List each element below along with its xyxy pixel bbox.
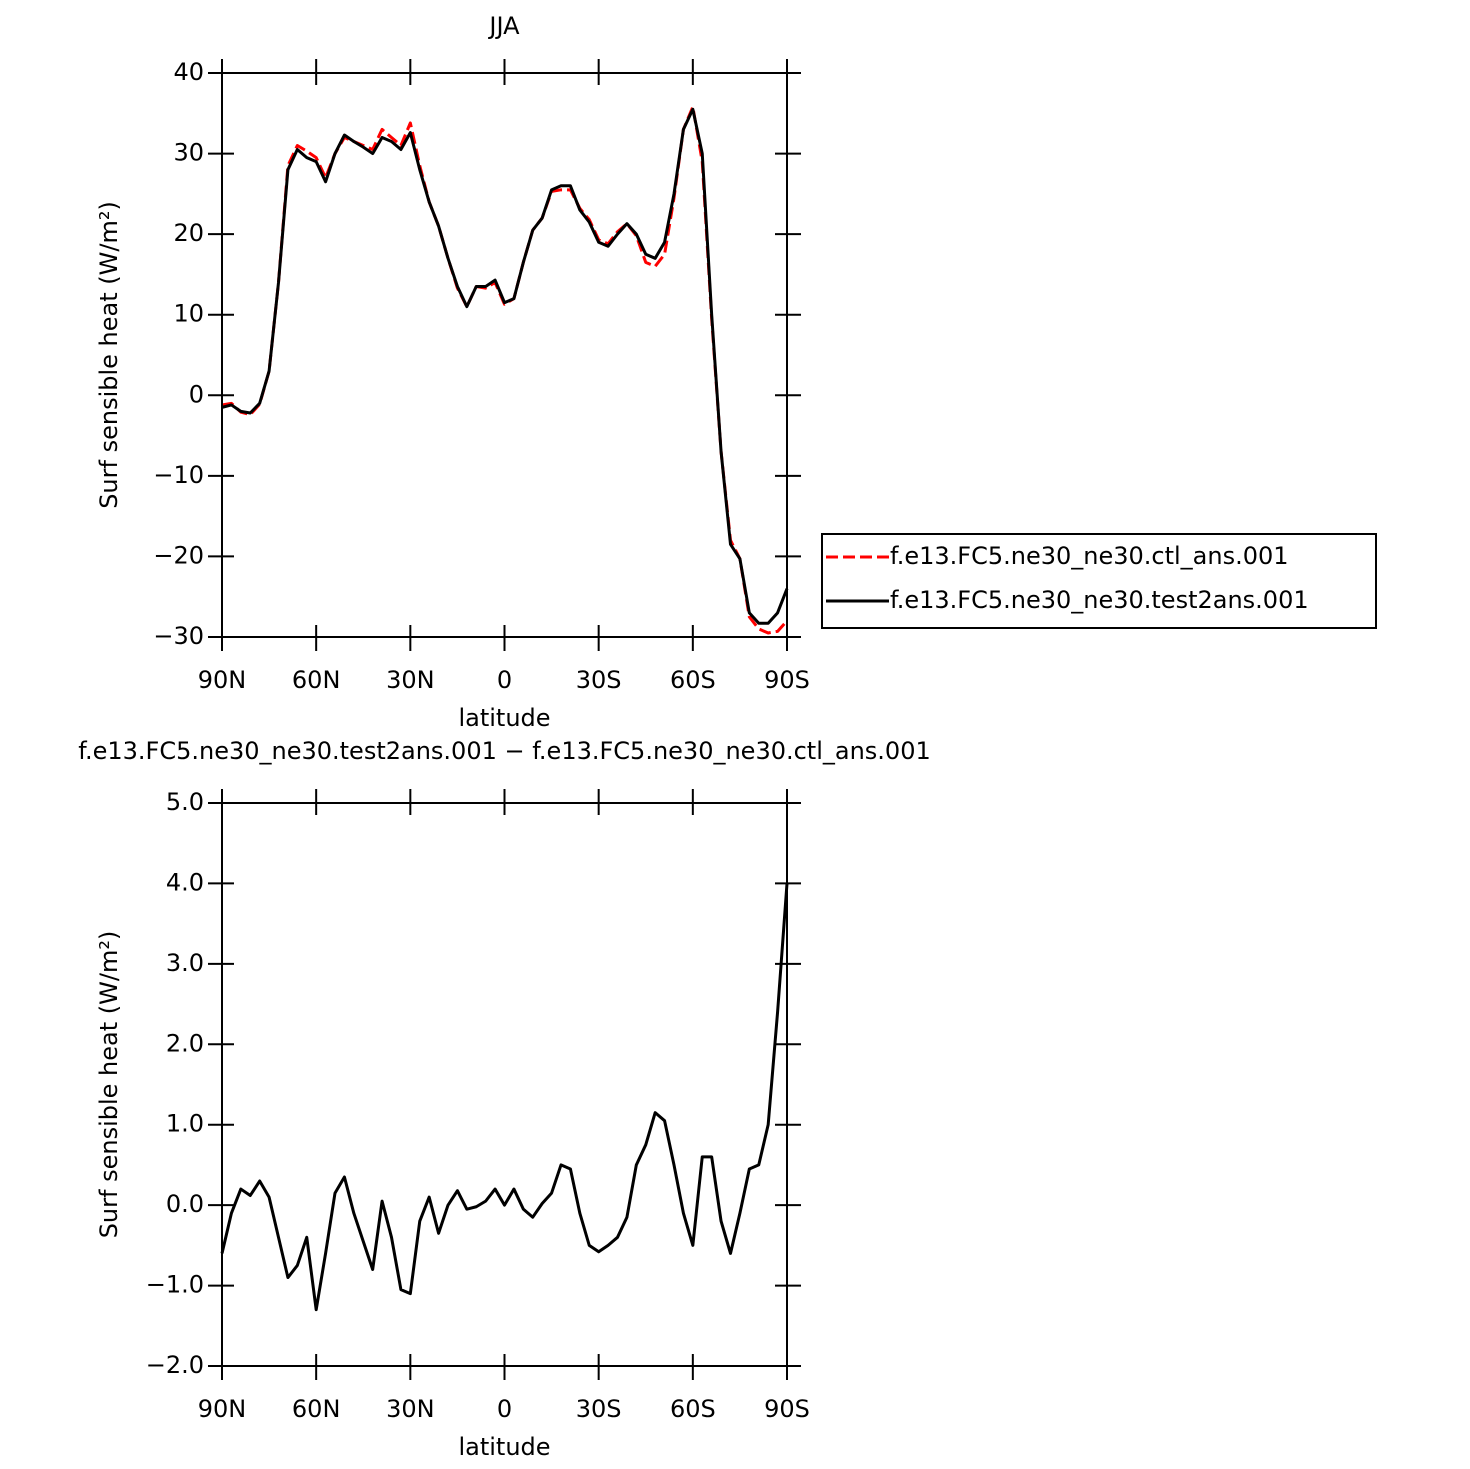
chart-title: f.e13.FC5.ne30_ne30.test2ans.001 − f.e13…	[78, 737, 931, 765]
y-tick-label: −1.0	[146, 1271, 204, 1299]
x-tick-label: 30N	[386, 666, 435, 694]
y-axis-label: Surf sensible heat (W/m²)	[95, 201, 123, 509]
x-tick-label: 90S	[764, 666, 810, 694]
y-tick-label: 4.0	[166, 868, 204, 896]
x-tick-label: 30S	[576, 666, 622, 694]
x-tick-label: 60S	[670, 1395, 716, 1423]
x-axis-label: latitude	[458, 1433, 550, 1461]
y-tick-label: −2.0	[146, 1351, 204, 1379]
x-tick-label: 0	[497, 1395, 512, 1423]
y-tick-label: −10	[153, 461, 204, 489]
legend-box	[821, 533, 1377, 629]
data-line	[221, 105, 789, 635]
x-tick-label: 30S	[576, 1395, 622, 1423]
y-tick-label: 30	[173, 139, 204, 167]
y-tick-label: 0	[189, 380, 204, 408]
x-tick-label: 60S	[670, 666, 716, 694]
y-tick-label: 40	[173, 58, 204, 86]
y-tick-label: 0.0	[166, 1190, 204, 1218]
data-line	[220, 883, 789, 1312]
data-line	[221, 107, 789, 625]
legend-label: f.e13.FC5.ne30_ne30.test2ans.001	[890, 586, 1309, 614]
plot-frame	[221, 72, 788, 638]
y-tick-label: 5.0	[166, 788, 204, 816]
x-tick-label: 30N	[386, 1395, 435, 1423]
y-tick-label: 2.0	[166, 1029, 204, 1057]
x-tick-label: 60N	[292, 666, 341, 694]
y-tick-label: −30	[153, 622, 204, 650]
y-tick-label: 20	[173, 219, 204, 247]
plot-frame	[221, 802, 788, 1367]
chart-title: JJA	[487, 12, 520, 40]
x-tick-label: 60N	[292, 1395, 341, 1423]
y-tick-label: −20	[153, 541, 204, 569]
x-tick-label: 0	[497, 666, 512, 694]
y-axis-label: Surf sensible heat (W/m²)	[95, 931, 123, 1239]
x-axis-label: latitude	[458, 704, 550, 732]
x-tick-label: 90N	[198, 1395, 247, 1423]
y-tick-label: 10	[173, 300, 204, 328]
x-tick-label: 90S	[764, 1395, 810, 1423]
x-tick-label: 90N	[198, 666, 247, 694]
y-tick-label: 1.0	[166, 1110, 204, 1138]
legend-label: f.e13.FC5.ne30_ne30.ctl_ans.001	[890, 542, 1289, 570]
y-tick-label: 3.0	[166, 949, 204, 977]
